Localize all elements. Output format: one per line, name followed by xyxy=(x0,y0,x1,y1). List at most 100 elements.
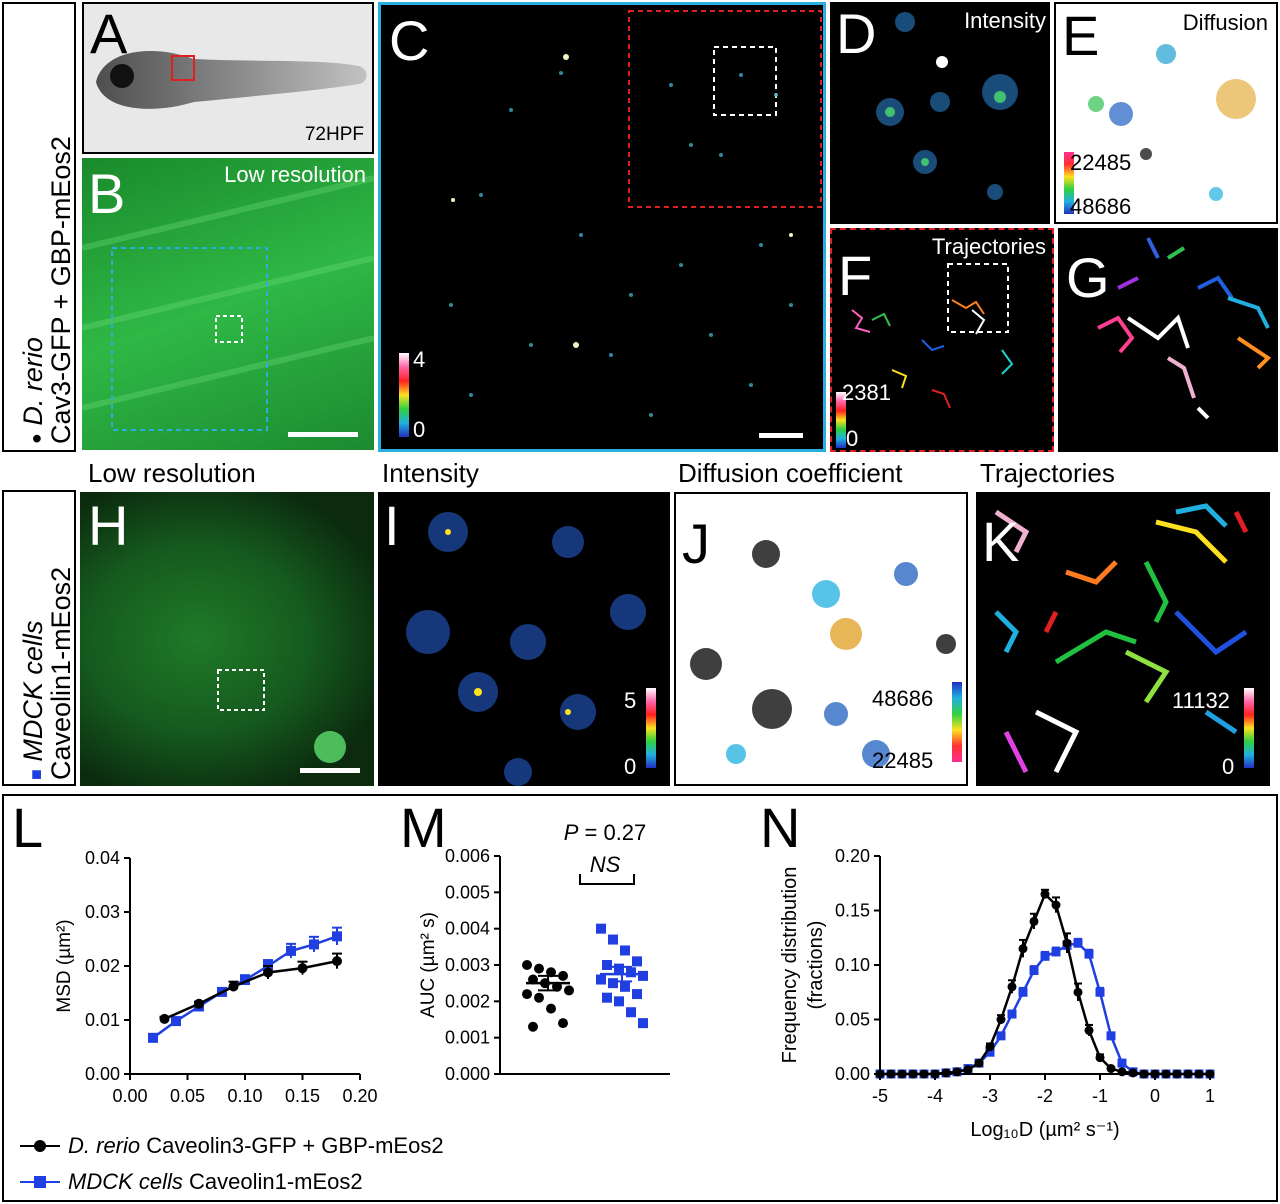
panel-j-letter: J xyxy=(682,512,710,575)
panel-j-diffusion: J 48686 22485 xyxy=(674,492,968,786)
y-tick-label: 0.15 xyxy=(835,901,870,921)
series xyxy=(875,888,1215,1079)
data-point xyxy=(614,996,624,1007)
panel-g-letter: G xyxy=(1066,246,1110,309)
panel-e-spots xyxy=(1088,44,1256,201)
panel-e-caption: Diffusion xyxy=(1182,10,1268,35)
panel-i-letter: I xyxy=(384,494,400,557)
data-point xyxy=(608,934,618,945)
data-point xyxy=(228,981,239,992)
series-line xyxy=(880,891,1210,1076)
chart-n-frequency: 0.00 0.05 0.10 0.15 0.20 -5 -4 -3 -2 -1 0 1 Frequenc… xyxy=(779,846,1215,1141)
panel-c-superres: C 4 0 xyxy=(378,2,826,452)
data-point xyxy=(1150,1069,1160,1079)
panel-f-caption: Trajectories xyxy=(931,234,1046,259)
cells-label: MDCK cells xyxy=(18,620,48,762)
data-point xyxy=(996,1031,1006,1041)
data-point xyxy=(558,970,568,981)
data-point xyxy=(1095,1053,1105,1063)
y-tick-label: 0.002 xyxy=(445,991,490,1011)
panel-f-scale-max: 2381 xyxy=(842,380,891,405)
y-tick-label: 0.00 xyxy=(835,1064,870,1084)
y-tick-label: 0.001 xyxy=(445,1028,490,1048)
data-point xyxy=(1007,1009,1017,1019)
panel-i-colorbar xyxy=(646,688,656,768)
chart-n-letter: N xyxy=(760,796,801,859)
data-point xyxy=(546,1003,556,1014)
data-point xyxy=(1073,987,1083,997)
panel-f-letter: F xyxy=(838,244,873,307)
y-tick-label: 0.00 xyxy=(85,1064,120,1084)
data-point xyxy=(626,967,636,978)
panel-h-low-resolution: H xyxy=(80,492,374,786)
middle-side-label-box: ■ MDCK cells Caveolin1-mEos2 xyxy=(2,490,76,786)
data-point xyxy=(1172,1069,1182,1079)
y-tick-label: 0.005 xyxy=(445,882,490,902)
y-axis-label: Frequency distribution xyxy=(779,867,801,1064)
chart-l-msd: 0.00 0.01 0.02 0.03 0.04 0.00 0.05 0.10 0.15 0.20… xyxy=(54,848,378,1106)
legend-cells: MDCK cells xyxy=(68,1169,183,1194)
title-trajectories: Trajectories xyxy=(980,458,1115,488)
panel-h-overlay xyxy=(217,669,360,773)
x-tick-label: -2 xyxy=(1037,1086,1053,1106)
data-point xyxy=(309,939,319,950)
panel-k-scale-min: 0 xyxy=(1222,754,1235,779)
data-point xyxy=(546,967,556,978)
panel-d-letter: D xyxy=(836,2,877,65)
data-point xyxy=(159,1013,170,1024)
x-tick-label: -1 xyxy=(1092,1086,1108,1106)
y-tick-label: 0.04 xyxy=(85,848,120,868)
data-point xyxy=(620,945,630,956)
data-point xyxy=(297,963,308,974)
data-point xyxy=(1029,916,1039,926)
data-point xyxy=(608,978,618,989)
panel-i-scale-max: 5 xyxy=(624,688,637,713)
panel-f-trajectories: F Trajectories 2381 0 xyxy=(830,228,1054,452)
data-point xyxy=(1073,938,1083,948)
title-intensity: Intensity xyxy=(382,458,479,488)
data-point xyxy=(534,992,544,1003)
data-point xyxy=(620,981,630,992)
data-point xyxy=(1128,1068,1138,1078)
y-tick-label: 0.003 xyxy=(445,955,490,975)
panel-j-spots xyxy=(690,540,956,768)
x-axis-label: Log₁₀D (µm² s⁻¹) xyxy=(970,1119,1119,1141)
y-tick-label: 0.02 xyxy=(85,956,120,976)
data-point xyxy=(194,998,204,1009)
data-point xyxy=(1095,987,1105,997)
data-point xyxy=(522,989,532,1000)
panel-b-letter: B xyxy=(88,162,126,225)
chart-l-letter: L xyxy=(12,796,44,859)
legend: D. rerio Caveolin3-GFP + GBP-mEos2 MDCK … xyxy=(18,1128,578,1200)
chart-m-auc: 0.000 0.001 0.002 0.003 0.004 0.005 0.006 AUC (… xyxy=(418,820,670,1084)
data-point xyxy=(1205,1069,1215,1079)
data-point xyxy=(614,963,624,974)
zebrafish-drawing xyxy=(96,50,367,109)
data-point xyxy=(919,1069,929,1079)
data-point xyxy=(286,945,296,956)
series xyxy=(159,952,342,1024)
panel-d-caption: Intensity xyxy=(964,8,1046,33)
y-axis-label: MSD (µm²) xyxy=(54,919,75,1012)
data-point xyxy=(632,989,642,1000)
panel-f-tracks xyxy=(851,263,1014,409)
y-tick-label: 0.03 xyxy=(85,902,120,922)
panel-j-colorbar xyxy=(952,682,962,762)
data-point xyxy=(908,1069,918,1079)
legend-marker-circle-icon xyxy=(20,1140,60,1152)
data-point xyxy=(1183,1069,1193,1079)
panel-c-colorbar xyxy=(399,353,409,437)
panel-i-scale-min: 0 xyxy=(624,754,637,779)
middle-side-label: ■ MDCK cells xyxy=(18,620,48,780)
data-point xyxy=(1106,1064,1116,1074)
x-tick-label: 0.15 xyxy=(285,1086,320,1106)
p-symbol: P xyxy=(564,820,579,845)
title-low-resolution: Low resolution xyxy=(88,458,256,488)
data-point xyxy=(332,931,342,942)
data-point xyxy=(1084,949,1094,959)
data-point xyxy=(626,1007,636,1018)
data-point xyxy=(240,975,250,986)
data-point xyxy=(1051,900,1061,910)
x-tick-label: 0 xyxy=(1150,1086,1160,1106)
x-tick-label: -3 xyxy=(982,1086,998,1106)
